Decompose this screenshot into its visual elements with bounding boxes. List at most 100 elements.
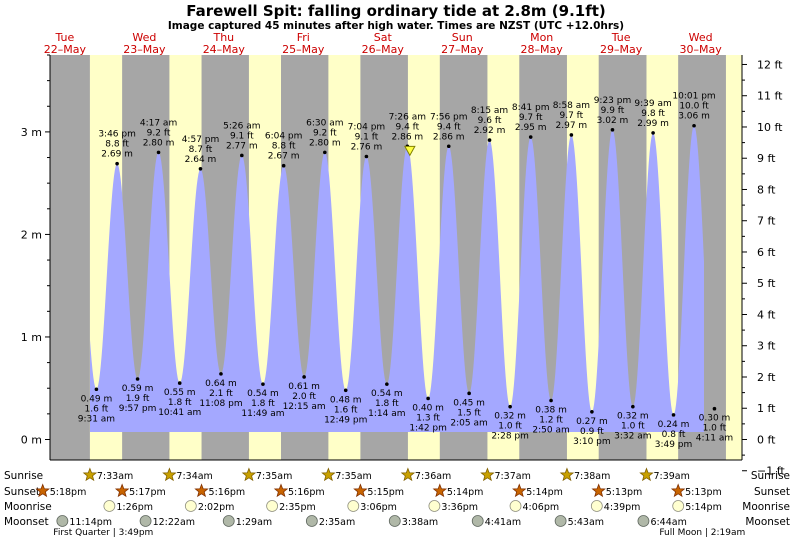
right-tick-label: 12 ft <box>757 58 783 71</box>
sunset-star-icon <box>512 483 527 498</box>
left-tick-label: 3 m <box>21 126 42 139</box>
low-tide-point <box>631 404 635 409</box>
high-tide-time: 9:39 am <box>634 99 671 109</box>
low-tide-height-m: 0.32 m <box>617 412 649 422</box>
high-tide-time: 6:04 pm <box>265 132 303 142</box>
sunset-time: 5:13pm <box>606 487 643 498</box>
low-tide-time: 11:49 am <box>241 409 284 419</box>
high-tide-height-ft: 9.4 ft <box>396 122 420 132</box>
high-tide-time: 8:41 pm <box>512 103 550 113</box>
sunset-star-icon <box>114 483 130 498</box>
low-tide-time: 12:15 am <box>283 402 326 412</box>
moonset-row-label-left: Moonset <box>4 516 49 528</box>
moonset-time: 4:41am <box>485 517 521 528</box>
low-tide-height-m: 0.40 m <box>412 403 444 413</box>
low-tide-height-ft: 1.6 ft <box>85 404 109 414</box>
sunset-time: 5:17pm <box>129 487 166 498</box>
low-tide-height-m: 0.30 m <box>699 414 731 424</box>
low-tide-height-ft: 1.8 ft <box>375 399 399 409</box>
low-tide-time: 3:49 pm <box>655 440 693 450</box>
daylight-band <box>725 55 742 460</box>
sunset-time: 5:13pm <box>685 487 722 498</box>
day-of-week-label: Mon <box>530 31 553 44</box>
high-tide-height-ft: 9.2 ft <box>147 128 171 138</box>
moon-phase-label: First Quarter | 3:49pm <box>53 528 153 538</box>
low-tide-height-m: 0.64 m <box>205 379 237 389</box>
moonset-moon-icon <box>139 515 152 527</box>
date-label: 22–May <box>44 43 87 56</box>
sunrise-time: 7:36am <box>415 471 451 482</box>
sunset-time: 5:18pm <box>50 487 87 498</box>
right-tick-label: 3 ft <box>757 340 776 353</box>
moonset-time: 2:35am <box>319 517 355 528</box>
low-tide-height-ft: 0.8 ft <box>662 430 686 440</box>
high-tide-height-m: 2.92 m <box>474 126 506 136</box>
high-tide-time: 4:57 pm <box>182 135 220 145</box>
low-tide-time: 2:28 pm <box>491 432 529 442</box>
high-tide-time: 9:23 pm <box>594 96 632 106</box>
low-tide-height-ft: 1.9 ft <box>126 394 150 404</box>
moonrise-moon-icon <box>509 500 522 512</box>
low-tide-point <box>135 377 140 381</box>
high-tide-height-m: 2.64 m <box>185 155 217 165</box>
sunset-star-icon <box>353 483 368 498</box>
low-tide-point <box>343 388 348 393</box>
moonrise-time: 2:35pm <box>279 502 316 513</box>
moonrise-time: 4:06pm <box>523 502 560 513</box>
low-tide-height-m: 0.38 m <box>535 406 567 416</box>
date-label: 26–May <box>362 43 405 56</box>
low-tide-height-ft: 2.1 ft <box>209 389 233 399</box>
high-tide-height-ft: 9.2 ft <box>313 128 337 138</box>
moonrise-moon-icon <box>103 500 116 512</box>
moonrise-moon-icon <box>347 500 360 512</box>
sunset-star-icon <box>591 483 606 498</box>
moonset-time: 6:44am <box>650 517 686 528</box>
high-tide-height-ft: 8.8 ft <box>272 142 296 152</box>
day-labels: Tue22–MayWed23–MayThu24–MayFri25–MaySat2… <box>44 31 722 56</box>
low-tide-point <box>508 404 512 409</box>
low-tide-time: 1:42 pm <box>409 423 447 433</box>
moonrise-row-label-left: Moonrise <box>4 501 52 513</box>
sunrise-row-label-right: Sunrise <box>751 470 790 482</box>
high-tide-height-m: 2.99 m <box>637 119 669 129</box>
moonset-time: 5:43am <box>568 517 604 528</box>
high-tide-time: 6:30 am <box>306 118 343 128</box>
high-tide-point <box>651 131 655 135</box>
sunset-time: 5:14pm <box>526 487 563 498</box>
low-tide-time: 11:08 pm <box>199 399 242 409</box>
low-tide-height-ft: 1.3 ft <box>416 413 440 423</box>
low-tide-time: 1:14 am <box>368 409 405 419</box>
sunrise-time: 7:34am <box>176 471 212 482</box>
low-tide-height-ft: 1.5 ft <box>457 408 481 418</box>
low-tide-height-m: 0.61 m <box>288 382 320 392</box>
right-tick-label: 2 ft <box>757 371 776 384</box>
date-label: 24–May <box>203 43 246 56</box>
low-tide-height-ft: 1.8 ft <box>168 398 192 408</box>
tide-water-path <box>90 125 704 432</box>
sunrise-star-icon <box>639 467 654 482</box>
moonrise-time: 3:06pm <box>360 502 397 513</box>
moonset-row-label-right: Moonset <box>745 516 790 528</box>
low-tide-height-ft: 0.9 ft <box>580 427 604 437</box>
right-tick-label: 7 ft <box>757 215 776 228</box>
high-tide-point <box>240 153 244 158</box>
low-tide-time: 2:50 am <box>532 426 569 436</box>
high-tide-height-m: 3.06 m <box>678 112 710 122</box>
low-tide-height-m: 0.48 m <box>330 395 362 405</box>
sunrise-time: 7:38am <box>574 471 610 482</box>
low-tide-point <box>426 396 430 401</box>
sunrise-time: 7:39am <box>653 471 689 482</box>
low-tide-point <box>549 398 553 403</box>
low-tide-height-m: 0.27 m <box>576 417 608 427</box>
sunset-star-icon <box>432 483 448 498</box>
chart-subtitle: Image captured 45 minutes after high wat… <box>168 20 624 32</box>
low-tide-time: 3:32 am <box>614 432 651 442</box>
high-tide-height-m: 2.80 m <box>309 138 341 148</box>
high-tide-height-m: 2.95 m <box>515 123 547 133</box>
low-tide-point <box>177 381 182 385</box>
date-label: 30–May <box>679 43 722 56</box>
now-marker-triangle <box>404 145 416 157</box>
sunrise-star-icon <box>480 467 495 482</box>
sunrise-star-icon <box>559 467 575 482</box>
